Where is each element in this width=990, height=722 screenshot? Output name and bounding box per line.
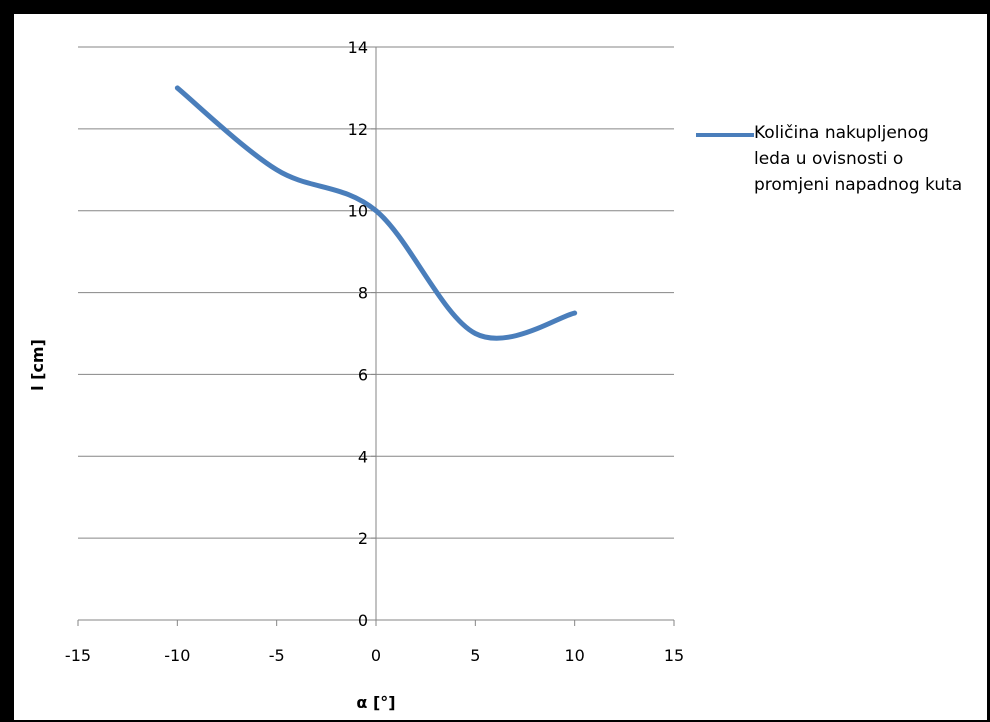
legend-label: Količina nakupljenog leda u ovisnosti o … bbox=[754, 123, 963, 195]
y-axis-title: l [cm] bbox=[28, 339, 47, 391]
x-tick-label: -10 bbox=[164, 646, 190, 665]
series-layer bbox=[174, 85, 578, 341]
x-tick-label: 10 bbox=[564, 646, 584, 665]
y-tick-label: 14 bbox=[348, 38, 368, 57]
x-tick-label: 0 bbox=[371, 646, 381, 665]
y-tick-label: 12 bbox=[348, 120, 368, 139]
y-tick-label: 0 bbox=[358, 611, 368, 630]
legend: Količina nakupljenog leda u ovisnosti o … bbox=[696, 120, 986, 198]
y-tick-label: 8 bbox=[358, 284, 368, 303]
y-tick-label: 2 bbox=[358, 529, 368, 548]
legend-swatch bbox=[696, 133, 754, 137]
x-tick-label: -15 bbox=[65, 646, 91, 665]
tick-labels: 0 2 4 6 8 10 12 14 -15 -10 -5 0 5 10 15 bbox=[65, 38, 684, 665]
y-tick-label: 6 bbox=[358, 365, 368, 384]
series-line-0 bbox=[174, 85, 578, 341]
y-tick-label: 10 bbox=[348, 202, 368, 221]
x-axis-title: α [°] bbox=[356, 693, 395, 712]
x-tick-label: -5 bbox=[269, 646, 285, 665]
x-tick-label: 5 bbox=[470, 646, 480, 665]
x-tick-label: 15 bbox=[664, 646, 684, 665]
axes bbox=[77, 46, 675, 626]
y-tick-label: 4 bbox=[358, 447, 368, 466]
